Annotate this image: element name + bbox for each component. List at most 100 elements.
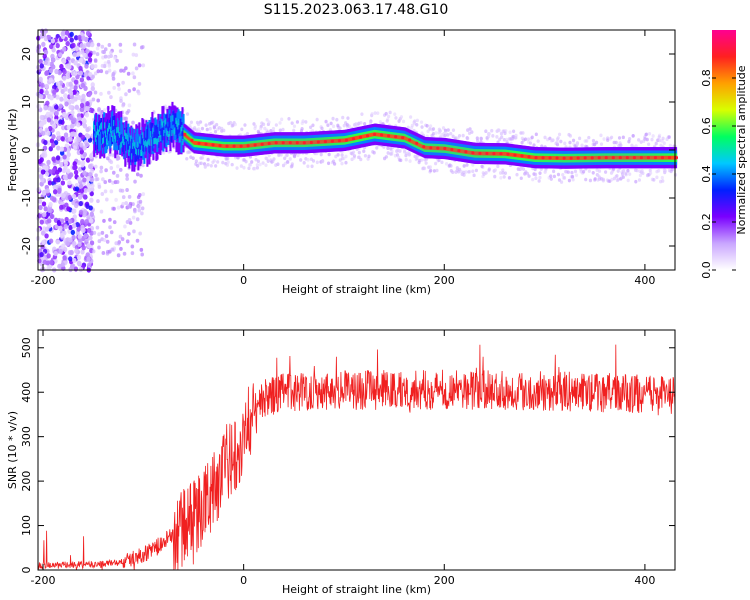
heatmap-cell [39, 63, 45, 69]
heatmap-cell [77, 176, 82, 182]
heatmap-cell [96, 199, 100, 204]
heatmap-cell [86, 182, 91, 188]
heatmap-cell [125, 239, 130, 244]
heatmap-cell [315, 117, 319, 122]
heatmap-cell [438, 129, 442, 133]
heatmap-cell [507, 176, 512, 180]
heatmap-cell [78, 209, 84, 215]
heatmap-cell [604, 156, 608, 160]
heatmap-cell [584, 177, 588, 182]
heatmap-cell [490, 128, 494, 133]
heatmap-cell [73, 70, 78, 76]
heatmap-cell [398, 149, 402, 153]
heatmap-cell [204, 142, 208, 146]
heatmap-cell [89, 191, 94, 197]
heatmap-cell [508, 130, 512, 135]
heatmap-cell [107, 63, 112, 68]
heatmap-cell [372, 150, 376, 155]
heatmap-cell [65, 240, 70, 246]
heatmap-cell [67, 218, 73, 225]
heatmap-cell [61, 58, 67, 64]
heatmap-cell [54, 110, 59, 116]
heatmap-cell [100, 191, 105, 196]
heatmap-cell [601, 177, 605, 182]
heatmap-cell [81, 35, 86, 41]
heatmap-cell [54, 118, 59, 124]
heatmap-cell [52, 177, 58, 183]
heatmap-cell [97, 245, 101, 250]
heatmap-cell [63, 132, 69, 138]
heatmap-cell [668, 143, 672, 148]
heatmap-cell [138, 231, 142, 236]
heatmap-cell [120, 188, 125, 193]
heatmap-cell [362, 149, 366, 154]
heatmap-cell [89, 240, 95, 246]
heatmap-cell [58, 248, 63, 255]
heatmap-cell [261, 122, 266, 127]
heatmap-cell [96, 98, 100, 103]
heatmap-cell [599, 142, 604, 146]
heatmap-cell [76, 51, 81, 57]
heatmap-cell [59, 232, 65, 239]
heatmap-cell [571, 138, 576, 143]
heatmap-cell [567, 178, 571, 183]
heatmap-cell [376, 111, 380, 115]
heatmap-cell [256, 159, 260, 164]
heatmap-cell [55, 155, 61, 161]
heatmap-cell [132, 87, 136, 92]
heatmap-cell [513, 153, 517, 157]
heatmap-cell [62, 75, 67, 81]
heatmap-cell [118, 167, 123, 172]
heatmap-cell [221, 160, 225, 165]
heatmap-cell [233, 122, 237, 127]
heatmap-cell [43, 139, 48, 146]
heatmap-cell [295, 141, 299, 145]
heatmap-cell [85, 41, 91, 47]
heatmap-cell [640, 169, 644, 173]
heatmap-cell [59, 150, 65, 156]
heatmap-cell [503, 171, 508, 175]
heatmap-cell [91, 74, 96, 79]
heatmap-cell [42, 212, 47, 218]
heatmap-cell [76, 137, 82, 143]
heatmap-cell [342, 123, 346, 128]
heatmap-cell [468, 127, 472, 131]
heatmap-cell [306, 158, 310, 162]
heatmap-cell [99, 165, 104, 170]
heatmap-cell [384, 111, 388, 116]
heatmap-cell [88, 172, 93, 178]
heatmap-cell [415, 141, 419, 145]
heatmap-cell [69, 123, 75, 130]
heatmap-cell [492, 152, 496, 156]
heatmap-cell [163, 104, 168, 109]
heatmap-cell [286, 160, 290, 164]
heatmap-cell [86, 256, 91, 262]
heatmap-cell [39, 157, 44, 163]
heatmap-cell [344, 138, 348, 142]
heatmap-cell [75, 74, 80, 80]
heatmap-cell [555, 140, 559, 145]
heatmap-cell [101, 250, 106, 255]
heatmap-cell [292, 128, 296, 133]
heatmap-cell [69, 37, 74, 43]
heatmap-cell [592, 142, 597, 147]
heatmap-cell [657, 168, 661, 173]
heatmap-cell [597, 156, 601, 160]
heatmap-cell [434, 131, 438, 135]
heatmap-cell [449, 164, 453, 168]
heatmap-cell [637, 138, 641, 142]
heatmap-cell [46, 159, 51, 165]
heatmap-cell [384, 155, 388, 159]
heatmap-cell [583, 156, 587, 160]
heatmap-cell [481, 171, 485, 175]
heatmap-cell [133, 179, 137, 184]
heatmap-cell [352, 154, 357, 158]
heatmap-cell [39, 219, 44, 225]
heatmap-cell [88, 235, 93, 241]
heatmap-cell [332, 162, 337, 166]
heatmap-cell [619, 143, 623, 148]
heatmap-cell [351, 137, 355, 141]
heatmap-cell [107, 43, 112, 48]
heatmap-cell [306, 164, 310, 169]
heatmap-cell [615, 173, 619, 178]
